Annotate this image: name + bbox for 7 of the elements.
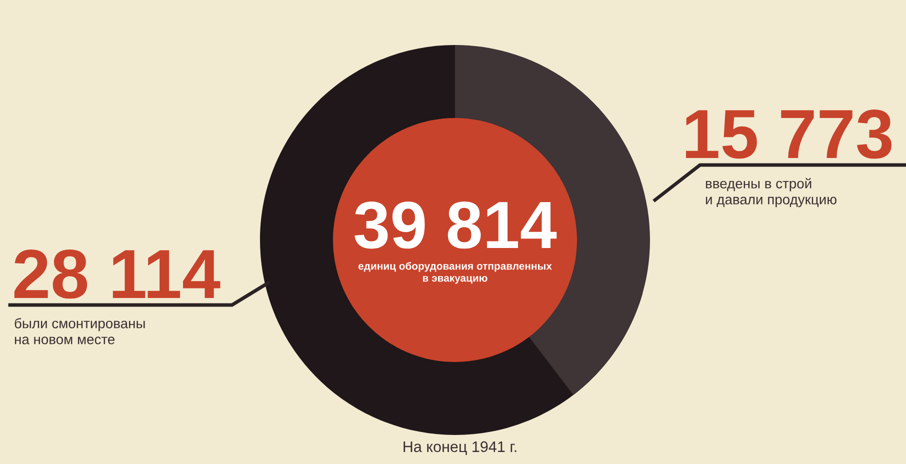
category-label: были смонтированы на новом месте <box>14 318 145 344</box>
category-label: введены в строй и давали продукцию <box>706 178 836 208</box>
category-label: единиц оборудования отправленных в эвакуацию <box>358 262 552 284</box>
text: На конец 1941 г. <box>404 441 516 455</box>
data-label: 28 114 <box>14 250 220 299</box>
data-label: 39 814 <box>354 201 557 249</box>
data-label: 15 773 <box>686 110 892 159</box>
